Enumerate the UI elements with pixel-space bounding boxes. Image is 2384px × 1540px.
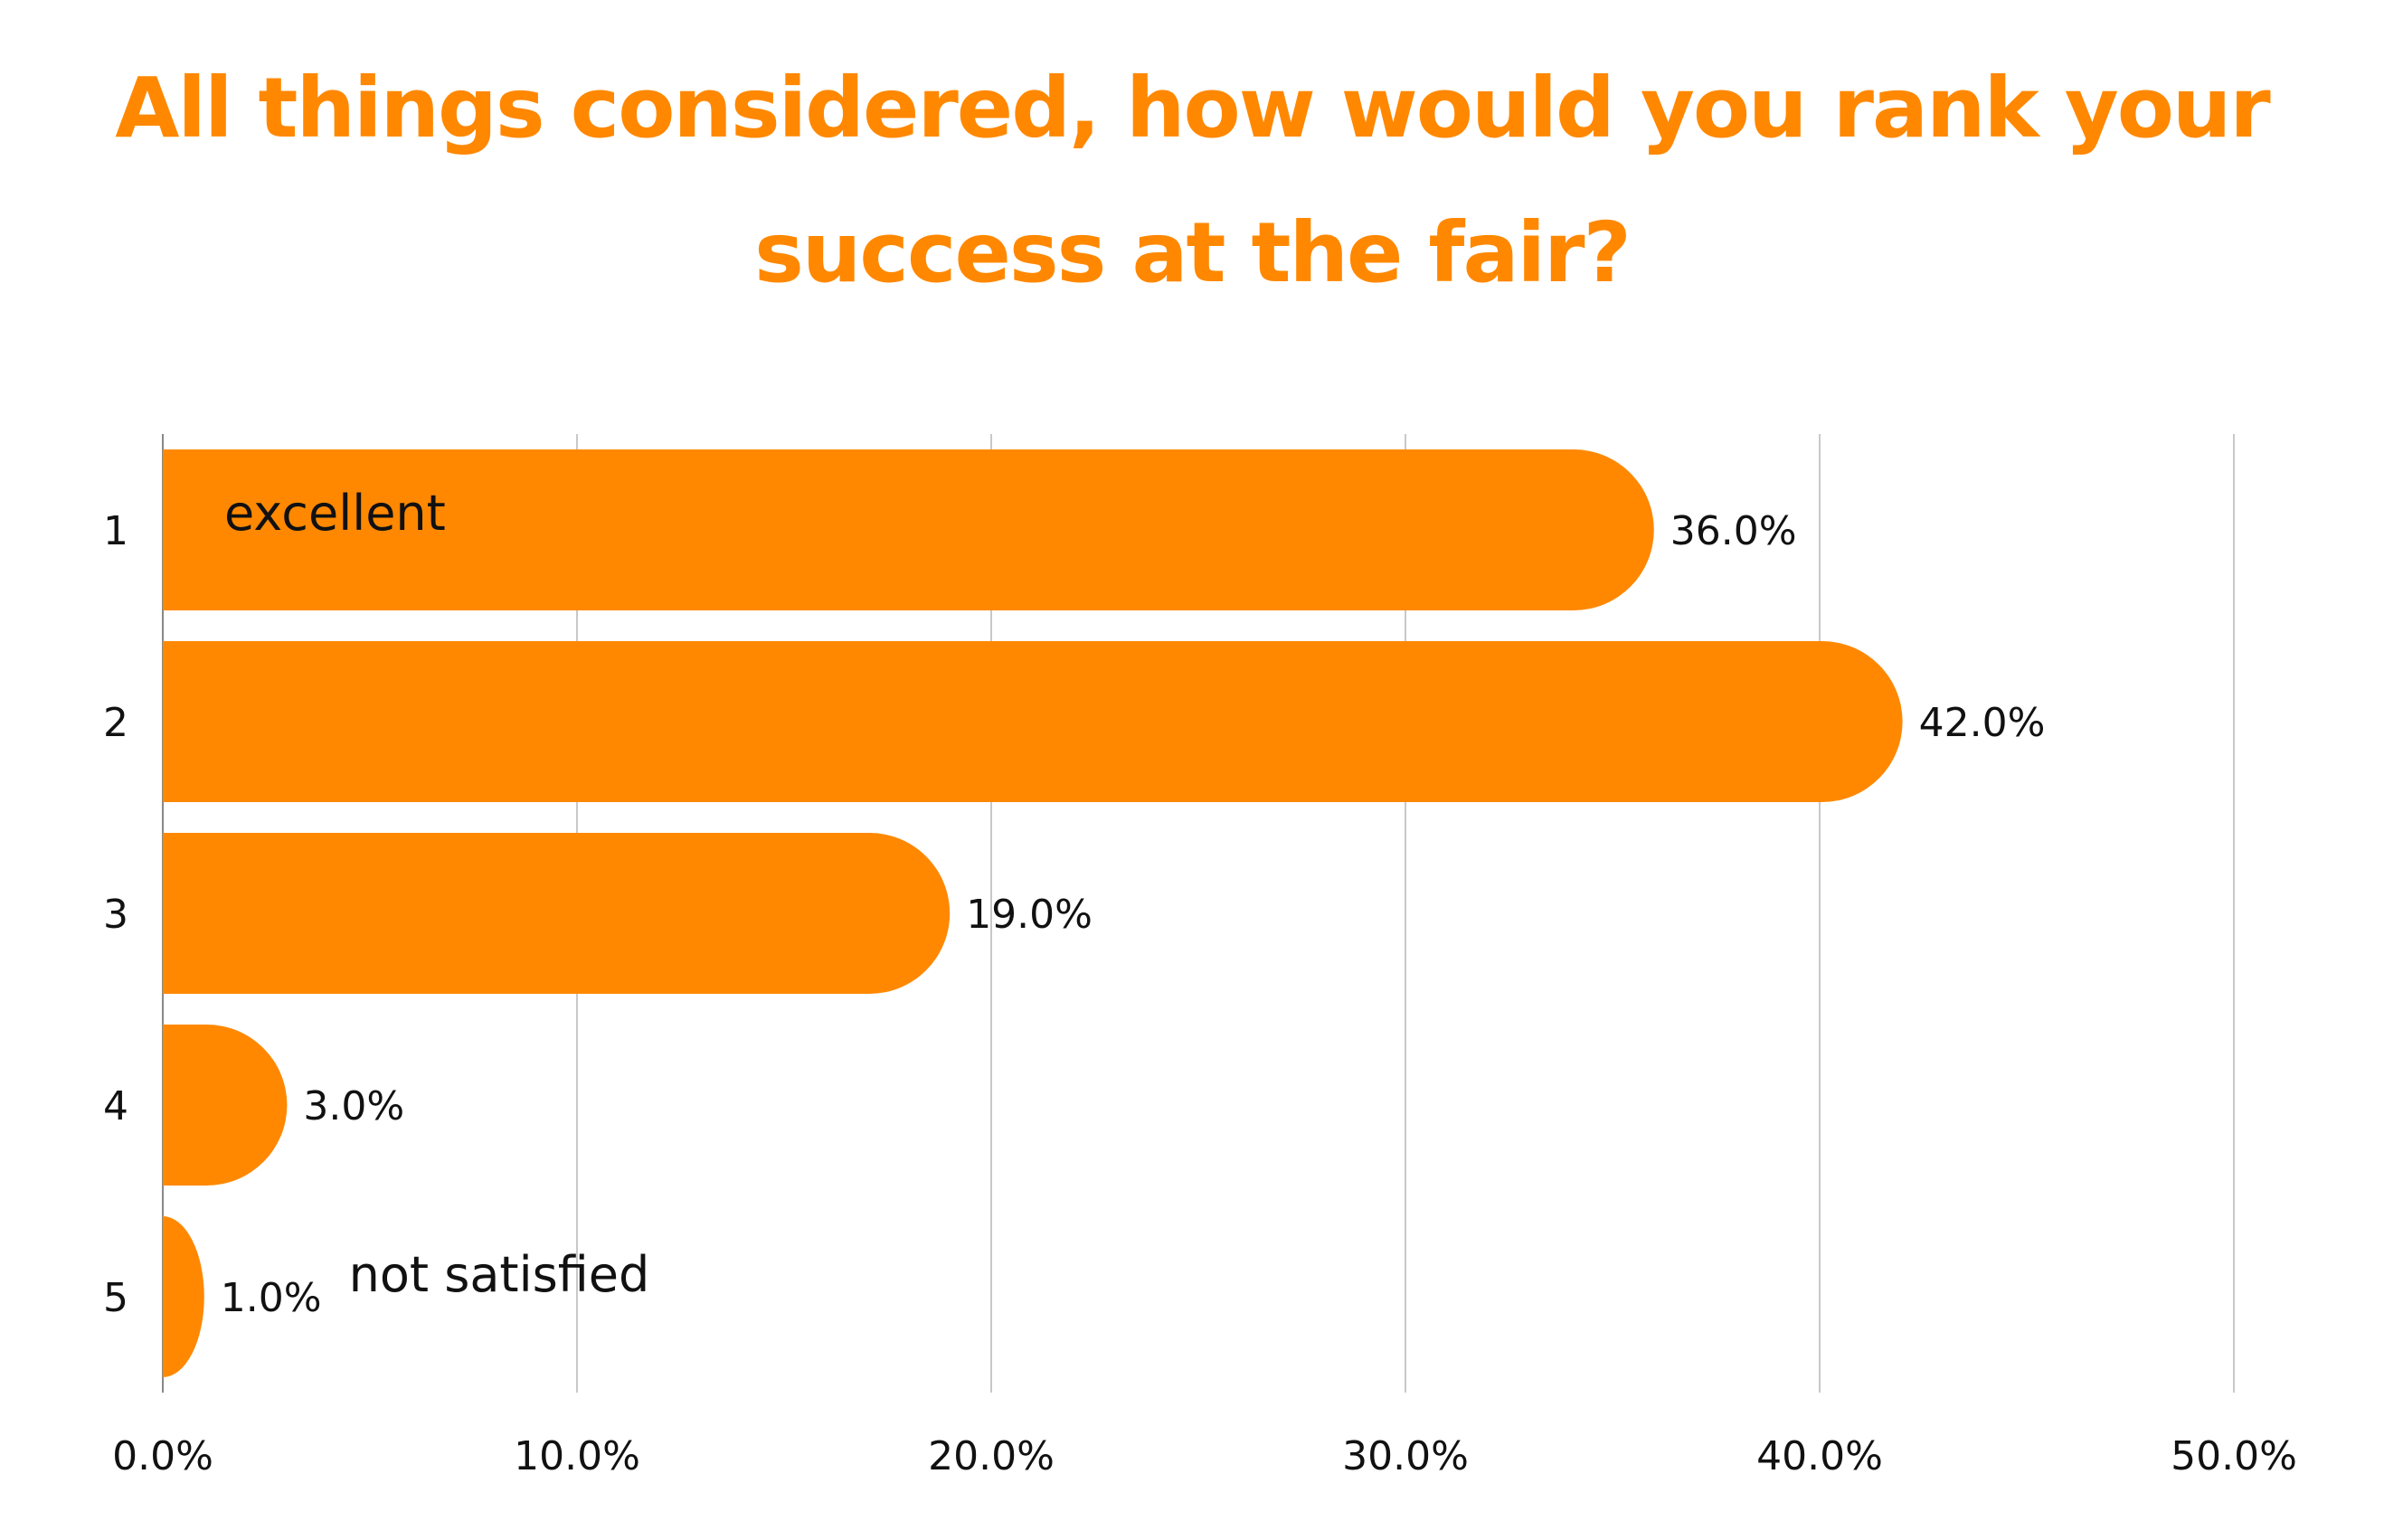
bar-4 xyxy=(163,1025,288,1186)
category-label-5: 5 xyxy=(103,1275,128,1321)
x-tick-label: 40.0% xyxy=(1756,1433,1883,1479)
bar-1 xyxy=(163,449,1654,610)
x-tick-label: 20.0% xyxy=(928,1433,1055,1479)
value-label-4: 3.0% xyxy=(303,1083,404,1129)
chart-title-line-1: All things considered, how would you ran… xyxy=(115,60,2271,156)
annotation-excellent: excellent xyxy=(224,485,446,542)
x-tick-label: 30.0% xyxy=(1342,1433,1469,1479)
bar-3 xyxy=(163,833,951,994)
category-label-1: 1 xyxy=(103,508,128,554)
bar-5 xyxy=(163,1216,204,1377)
annotation-not-satisfied: not satisfied xyxy=(349,1246,650,1303)
category-label-4: 4 xyxy=(103,1083,128,1129)
x-tick-label: 50.0% xyxy=(2171,1433,2297,1479)
category-label-2: 2 xyxy=(103,700,128,746)
value-label-2: 42.0% xyxy=(1919,700,2046,746)
bars xyxy=(163,449,1903,1377)
value-label-1: 36.0% xyxy=(1670,508,1797,554)
bar-2 xyxy=(163,641,1903,802)
chart-title: All things considered, how would you ran… xyxy=(0,36,2384,326)
x-tick-label: 10.0% xyxy=(514,1433,640,1479)
value-label-5: 1.0% xyxy=(221,1275,322,1321)
labels: 0.0% 10.0% 20.0% 30.0% 40.0% 50.0% 1 36.0% 2 42.0… xyxy=(103,485,2297,1479)
x-tick-label: 0.0% xyxy=(112,1433,213,1479)
chart-title-line-2: success at the fair? xyxy=(754,204,1632,301)
category-label-3: 3 xyxy=(103,892,128,938)
value-label-3: 19.0% xyxy=(966,892,1093,938)
